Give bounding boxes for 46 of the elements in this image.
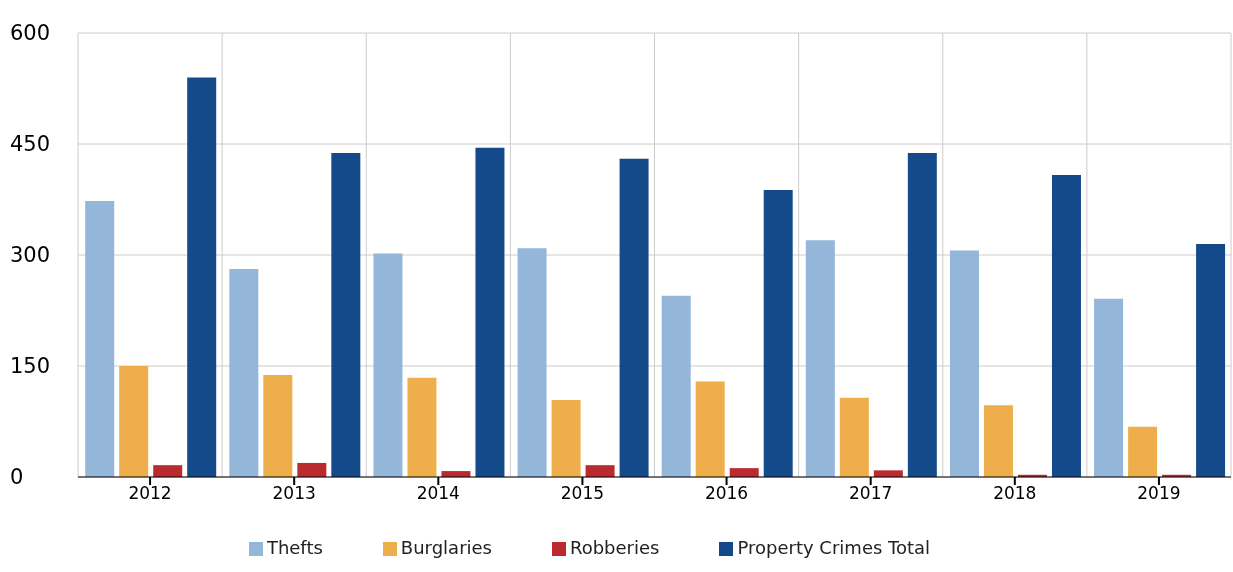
- bar: [85, 200, 115, 477]
- x-tick-label: 2015: [560, 483, 605, 504]
- legend-label: Robberies: [569, 537, 660, 558]
- bar: [949, 250, 979, 477]
- x-tick-label: 2012: [128, 483, 172, 504]
- bar: [263, 374, 293, 477]
- bar: [551, 400, 581, 477]
- bar: [763, 189, 793, 477]
- y-tick-label: 600: [10, 21, 51, 46]
- bar: [1094, 298, 1124, 477]
- bar: [619, 158, 649, 477]
- y-tick-label: 450: [10, 132, 51, 157]
- bar: [661, 295, 691, 477]
- bar: [585, 465, 615, 477]
- x-tick-label: 2016: [704, 483, 749, 504]
- legend-label: Burglaries: [400, 537, 492, 558]
- bar: [839, 397, 869, 477]
- bar: [475, 147, 505, 477]
- bar: [729, 468, 759, 477]
- x-tick-label: 2018: [993, 483, 1037, 504]
- bar: [1128, 426, 1158, 477]
- bar: [373, 253, 403, 477]
- bar: [907, 152, 937, 477]
- bar: [1196, 243, 1226, 477]
- y-tick-label: 150: [10, 354, 51, 379]
- bar: [873, 470, 903, 477]
- x-tick-label: 2014: [416, 483, 460, 504]
- y-tick-label: 0: [10, 465, 24, 490]
- bar: [983, 405, 1013, 477]
- bar: [331, 152, 361, 477]
- bar: [407, 377, 437, 477]
- bar: [229, 269, 259, 477]
- x-tick-label: 2013: [272, 483, 316, 504]
- legend-label: Thefts: [266, 537, 323, 558]
- bar: [153, 465, 183, 477]
- bar: [1051, 175, 1081, 477]
- y-tick-label: 300: [10, 243, 51, 268]
- bar: [297, 462, 327, 477]
- x-tick-label: 2019: [1137, 483, 1181, 504]
- legend-label: Property Crimes Total: [737, 537, 931, 558]
- x-tick-label: 2017: [849, 483, 893, 504]
- bar: [805, 240, 835, 477]
- bar: [119, 366, 149, 477]
- bar: [517, 248, 547, 477]
- bar: [187, 77, 217, 477]
- bar: [695, 381, 725, 477]
